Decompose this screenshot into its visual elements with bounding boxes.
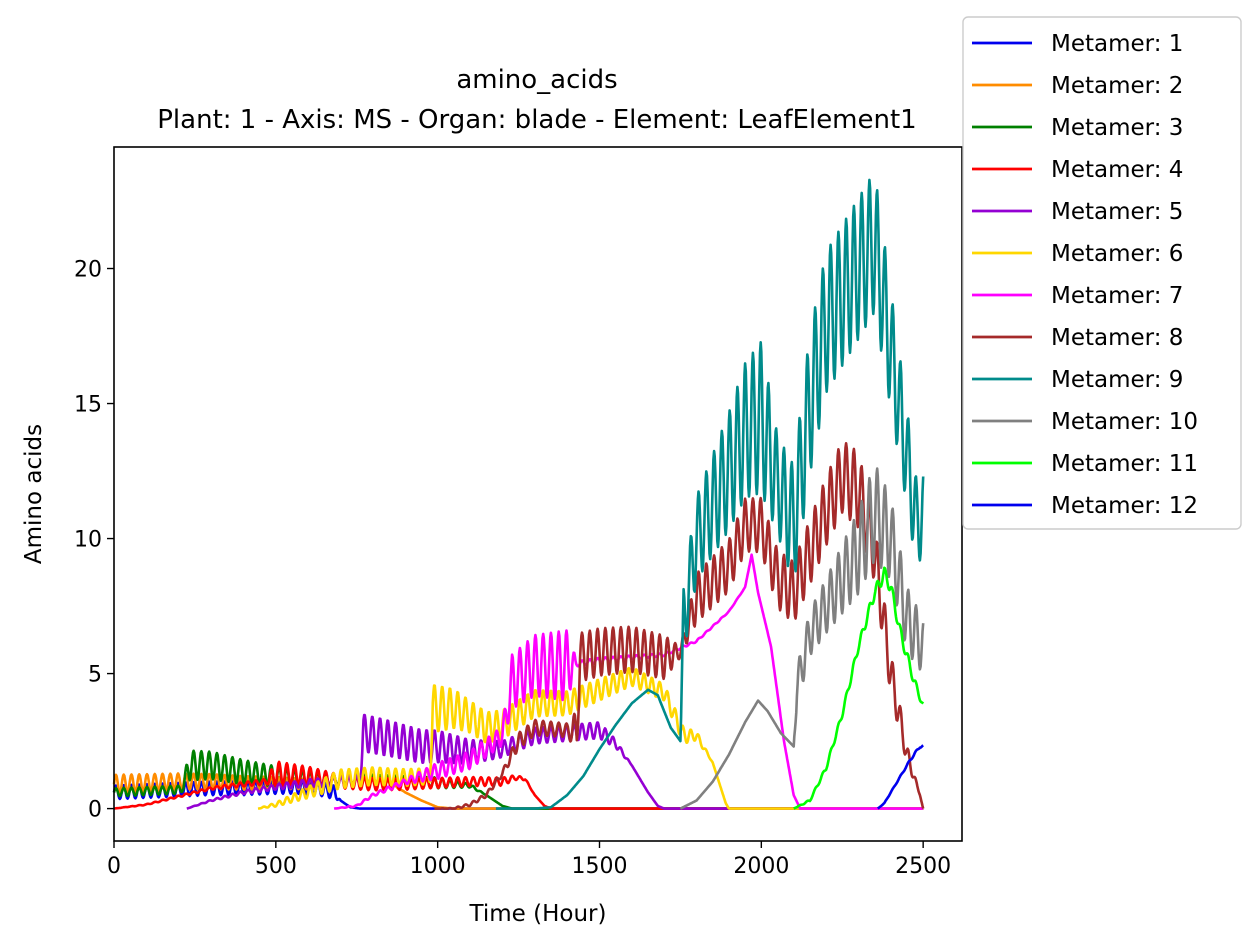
legend-label: Metamer: 7 bbox=[1051, 283, 1183, 309]
legend-frame bbox=[962, 16, 1242, 530]
x-tick-label: 2000 bbox=[733, 854, 789, 879]
legend-label: Metamer: 3 bbox=[1051, 115, 1183, 141]
legend-label: Metamer: 9 bbox=[1051, 367, 1183, 393]
legend-label: Metamer: 11 bbox=[1051, 451, 1198, 477]
series-line-metamer-12 bbox=[876, 744, 924, 810]
x-axis-label: Time (Hour) bbox=[469, 901, 607, 927]
legend-label: Metamer: 4 bbox=[1051, 157, 1183, 183]
chart-subtitle: Plant: 1 - Axis: MS - Organ: blade - Ele… bbox=[157, 105, 916, 135]
x-tick-label: 500 bbox=[255, 854, 297, 879]
series-line-metamer-11 bbox=[793, 566, 925, 810]
x-tick-label: 1500 bbox=[571, 854, 627, 879]
x-tick-label: 1000 bbox=[410, 854, 466, 879]
x-tick-label: 2500 bbox=[895, 854, 951, 879]
legend-label: Metamer: 6 bbox=[1051, 241, 1183, 267]
series-line-metamer-8 bbox=[433, 442, 925, 810]
chart-title: amino_acids bbox=[456, 65, 617, 95]
x-tick-label: 0 bbox=[107, 854, 121, 879]
y-tick-label: 10 bbox=[74, 528, 102, 553]
axis-ticks: 0 500 1000 1500 2000 2500 0 5 10 15 20 bbox=[74, 258, 951, 879]
series-lines bbox=[112, 178, 925, 810]
y-axis-label: Amino acids bbox=[21, 424, 47, 564]
series-line-metamer-7 bbox=[333, 553, 924, 810]
plot-area bbox=[112, 178, 925, 810]
legend-label: Metamer: 2 bbox=[1051, 73, 1183, 99]
legend-label: Metamer: 8 bbox=[1051, 325, 1183, 351]
y-tick-label: 20 bbox=[74, 258, 102, 283]
legend-label: Metamer: 10 bbox=[1051, 409, 1198, 435]
series-line-metamer-10 bbox=[679, 467, 925, 810]
y-tick-label: 15 bbox=[74, 393, 102, 418]
legend-label: Metamer: 12 bbox=[1051, 493, 1198, 519]
legend-label: Metamer: 1 bbox=[1051, 31, 1183, 57]
plot-frame bbox=[113, 146, 963, 842]
y-tick-label: 5 bbox=[88, 663, 102, 688]
series-line-metamer-9 bbox=[495, 178, 925, 810]
legend-entries: Metamer: 1 Metamer: 2 Metamer: 3 Metamer: 4… bbox=[972, 31, 1198, 519]
legend-label: Metamer: 5 bbox=[1051, 199, 1183, 225]
legend: Metamer: 1 Metamer: 2 Metamer: 3 Metamer: 4… bbox=[962, 16, 1242, 530]
y-tick-label: 0 bbox=[88, 798, 102, 823]
